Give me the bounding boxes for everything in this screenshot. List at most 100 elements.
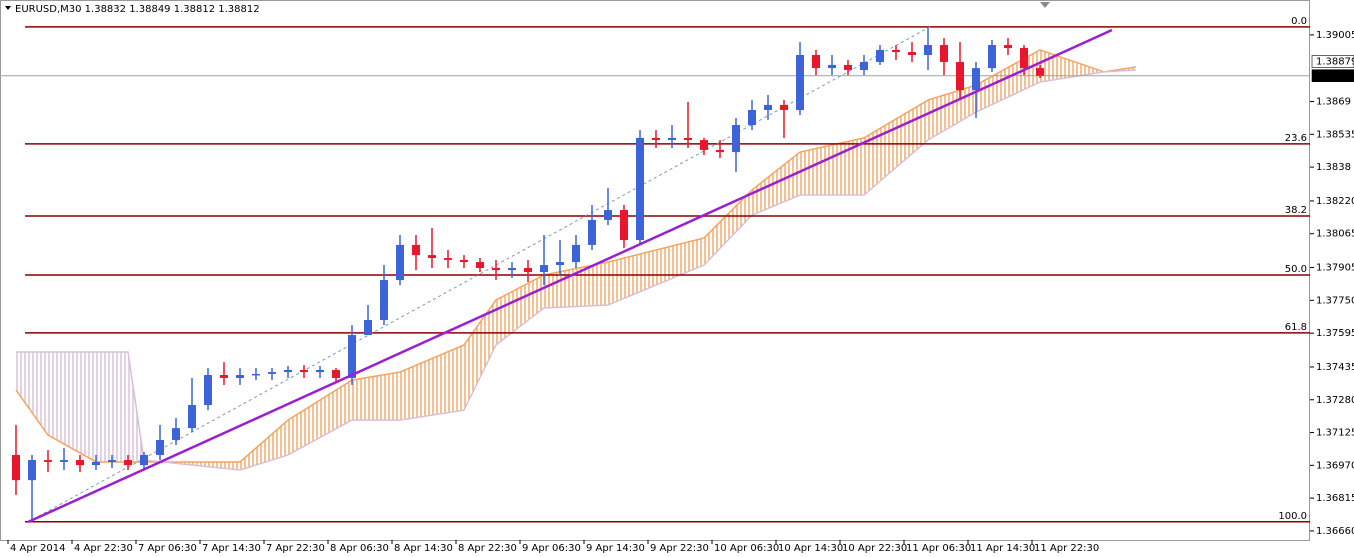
- candle-body: [956, 61, 964, 91]
- x-tick-label: 11 Apr 06:30: [906, 543, 971, 554]
- y-tick-label: 1.3838: [1316, 162, 1351, 173]
- candle-body: [1004, 45, 1012, 49]
- fib-label: 0.0: [1291, 16, 1307, 27]
- y-tick-label: 1.37595: [1316, 328, 1354, 339]
- cloud-fill: [48, 351, 96, 462]
- candle-body: [188, 405, 196, 429]
- candle-body: [476, 262, 484, 268]
- candle-body: [92, 461, 100, 466]
- candle-body: [860, 61, 868, 71]
- candle-body: [300, 369, 308, 373]
- candle-body: [620, 210, 628, 241]
- x-tick-label: 7 Apr 06:30: [138, 543, 197, 554]
- candle-body: [556, 262, 564, 266]
- y-tick-label: 1.37125: [1316, 428, 1354, 439]
- candle-body: [524, 267, 532, 273]
- candle-body: [828, 64, 836, 69]
- candle-body: [508, 267, 516, 271]
- x-tick-label: 11 Apr 14:30: [970, 543, 1035, 554]
- cloud-fill: [240, 420, 288, 470]
- x-tick-label: 10 Apr 06:30: [714, 543, 779, 554]
- fib-label: 23.6: [1285, 133, 1307, 144]
- x-tick-label: 9 Apr 14:30: [586, 543, 645, 554]
- y-tick-label: 1.39005: [1316, 30, 1354, 41]
- candle-body: [924, 45, 932, 55]
- candle-body: [1020, 48, 1028, 69]
- cloud-span-b: [16, 69, 1137, 471]
- y-tick-label: 1.37435: [1316, 362, 1354, 373]
- shift-marker: [1040, 2, 1050, 8]
- candle-body: [140, 454, 148, 466]
- candle-body: [540, 265, 548, 273]
- chart-header: EURUSD,M30 1.38832 1.38849 1.38812 1.388…: [15, 4, 260, 15]
- candle-body: [364, 320, 372, 336]
- candle-body: [748, 109, 756, 126]
- fib-label: 50.0: [1285, 264, 1307, 275]
- x-tick-label: 7 Apr 14:30: [202, 543, 261, 554]
- candle-body: [60, 460, 68, 462]
- candle-body: [572, 244, 580, 263]
- y-tick-label: 1.36815: [1316, 493, 1354, 504]
- candle-body: [716, 149, 724, 153]
- cloud-fill: [400, 344, 464, 421]
- candle-body: [396, 244, 404, 281]
- y-tick-label: 1.36970: [1316, 460, 1354, 471]
- fib-label: 100.0: [1278, 511, 1307, 522]
- candle-body: [220, 375, 228, 378]
- candle-body: [588, 219, 596, 245]
- plot-layer: 0.0 23.6 38.2 50.0 61.8 100.0: [0, 16, 1310, 524]
- y-tick-label: 1.36660: [1316, 526, 1354, 537]
- x-tick-label: 8 Apr 14:30: [394, 543, 453, 554]
- candle-body: [252, 373, 260, 376]
- candle-body: [604, 210, 612, 220]
- candle-body: [12, 454, 20, 481]
- candle-body: [796, 54, 804, 110]
- candle-body: [44, 460, 52, 462]
- candle-body: [684, 137, 692, 141]
- candle-body: [124, 460, 132, 466]
- candle-body: [204, 375, 212, 406]
- cloud-fill: [352, 372, 400, 421]
- candle-body: [268, 372, 276, 374]
- x-tick-label: 8 Apr 22:30: [458, 543, 517, 554]
- candle-body: [284, 369, 292, 373]
- y-tick-label: 1.37905: [1316, 263, 1354, 274]
- candle-body: [444, 258, 452, 260]
- x-tick-label: 10 Apr 14:30: [778, 543, 843, 554]
- y-tick-label: 1.38065: [1316, 229, 1354, 240]
- fib-label: 38.2: [1285, 205, 1307, 216]
- candle-body: [892, 49, 900, 53]
- candle-body: [844, 64, 852, 71]
- cloud-span-a: [15, 49, 1137, 463]
- candle-body: [812, 54, 820, 69]
- candle-body: [1036, 68, 1044, 76]
- candle-body: [108, 460, 116, 462]
- y-tick-label: 1.3869: [1316, 97, 1351, 108]
- cloud-fill: [704, 189, 752, 266]
- cloud-fill: [800, 137, 864, 196]
- y-tick-label: 1.38220: [1316, 196, 1354, 207]
- candle-body: [412, 244, 420, 256]
- price-marker-label: 1.38879: [1316, 57, 1354, 68]
- candle-body: [972, 68, 980, 91]
- candle-body: [76, 460, 84, 466]
- candle-body: [908, 52, 916, 55]
- cloud-fill: [928, 85, 976, 141]
- cloud-fill: [608, 237, 704, 306]
- price-marker-box: [1311, 69, 1354, 83]
- candle-body: [348, 335, 356, 378]
- fib-label: 61.8: [1285, 322, 1307, 333]
- candle-body: [700, 140, 708, 150]
- cloud-fill: [288, 380, 352, 455]
- x-tick-label: 9 Apr 22:30: [650, 543, 709, 554]
- candle-body: [156, 439, 164, 455]
- cloud-fill: [16, 351, 48, 436]
- candle-body: [636, 137, 644, 241]
- candle-body: [988, 45, 996, 69]
- x-tick-label: 11 Apr 22:30: [1034, 543, 1099, 554]
- candle-body: [460, 259, 468, 263]
- x-tick-label: 4 Apr 22:30: [74, 543, 133, 554]
- x-tick-label: 4 Apr 2014: [10, 543, 65, 554]
